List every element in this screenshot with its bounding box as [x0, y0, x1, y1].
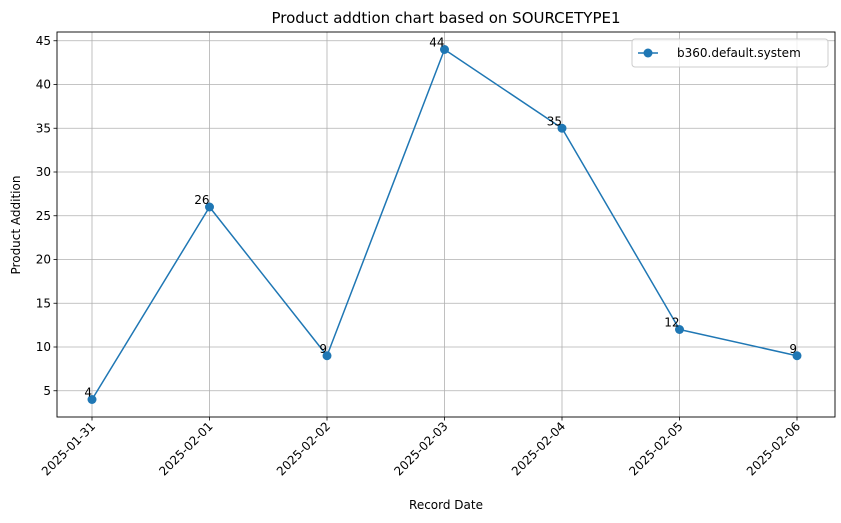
data-point: [87, 395, 97, 404]
y-tick-label: 20: [36, 253, 51, 267]
data-label: 4: [84, 386, 92, 400]
x-tick-label: 2025-01-31: [39, 419, 98, 478]
y-tick-label: 10: [36, 340, 51, 354]
data-label: 44: [429, 36, 444, 50]
legend-box: [631, 38, 829, 68]
x-tick-label: 2025-02-04: [509, 419, 568, 478]
x-axis-label: Record Date: [409, 498, 483, 512]
x-tick-label: 2025-02-06: [744, 419, 803, 478]
legend-label: b360.default.system: [677, 46, 801, 60]
y-tick-label: 30: [36, 165, 51, 179]
y-tick-label: 25: [36, 209, 51, 223]
data-label: 35: [547, 114, 562, 128]
y-tick-label: 15: [36, 296, 51, 310]
grid: [57, 32, 835, 417]
legend-dot-marker: [643, 48, 653, 58]
data-point: [557, 123, 567, 133]
data-point: [322, 351, 332, 361]
y-tick-label: 5: [43, 384, 51, 398]
data-point: [792, 351, 802, 361]
x-tick-label: 2025-02-03: [391, 419, 450, 478]
data-label: 9: [319, 342, 327, 356]
x-tick-label: 2025-02-01: [156, 419, 215, 478]
x-tick-label: 2025-02-05: [626, 419, 685, 478]
y-axis-label: Product Addition: [9, 176, 23, 275]
chart-title: Product addtion chart based on SOURCETYP…: [271, 9, 620, 27]
plot-frame: [56, 31, 836, 418]
series-layer: 4 26 9 44 35 12 9: [84, 36, 802, 404]
ticks: 5 10 15 20 25 30 35 40 45 2025-01-31 2025-02-01 202…: [36, 34, 803, 479]
data-point: [205, 202, 214, 212]
x-tick-label: 2025-02-02: [274, 419, 333, 478]
legend: b360.default.system: [631, 38, 829, 68]
y-tick-label: 35: [36, 121, 51, 135]
data-label: 26: [194, 193, 209, 207]
data-point: [440, 45, 449, 54]
y-tick-label: 40: [36, 78, 51, 92]
y-tick-label: 45: [36, 34, 51, 48]
data-label: 9: [789, 342, 797, 356]
data-label: 12: [664, 316, 679, 330]
data-point: [675, 325, 684, 334]
